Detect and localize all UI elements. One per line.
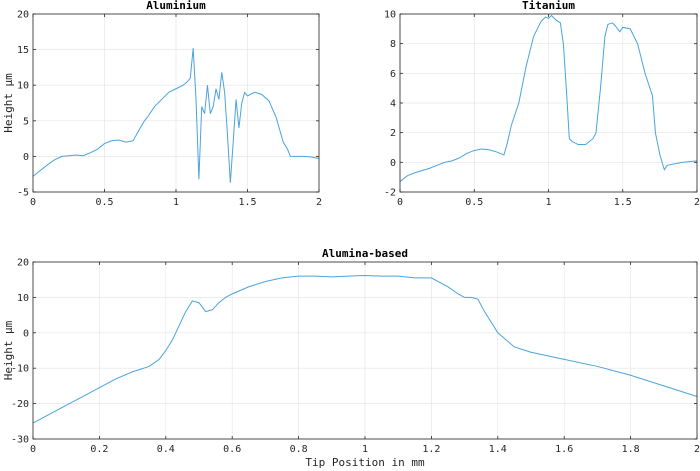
y-tick-label: 0 (390, 158, 396, 169)
chart-title: Titanium (522, 0, 575, 12)
x-tick-label: 0.5 (465, 197, 483, 208)
x-tick-label: 0.4 (157, 444, 175, 455)
x-tick-label: 0.5 (95, 197, 113, 208)
x-tick-label: 0.2 (90, 444, 108, 455)
y-tick-label: -5 (17, 188, 29, 199)
series-line-1 (32, 48, 320, 183)
x-tick-label: 1.8 (622, 444, 640, 455)
y-tick-label: 8 (390, 39, 396, 50)
series-line-1 (32, 274, 698, 424)
y-tick-label: 6 (390, 69, 396, 80)
y-tick-label: -2 (384, 188, 396, 199)
series-line-1 (399, 14, 698, 183)
y-tick-label: 20 (17, 258, 29, 269)
y-tick-label: 0 (23, 152, 29, 163)
y-tick-label: -10 (11, 364, 29, 375)
chart-title: Aluminium (146, 0, 206, 12)
chart-title: Alumina-based (322, 247, 408, 260)
chart-panel-3: 0 0.2 0.4 0.6 0.8 1 1.2 1.4 1.6 1.8 2 -30 -20 -10 0 10 2… (2, 247, 700, 469)
x-tick-label: 1.5 (238, 197, 256, 208)
x-tick-label: 2 (694, 197, 700, 208)
y-tick-label: 0 (23, 328, 29, 339)
y-tick-label: 10 (384, 10, 396, 21)
x-tick-label: 0 (30, 197, 36, 208)
x-tick-label: 1 (173, 197, 179, 208)
y-tick-label: 10 (17, 81, 29, 92)
y-tick-label: 2 (390, 128, 396, 139)
x-tick-label: 0 (397, 197, 403, 208)
y-tick-label: 15 (17, 45, 29, 56)
x-tick-label: 1 (545, 197, 551, 208)
x-axis-label: Tip Position in mm (305, 456, 425, 469)
x-tick-label: 0.6 (223, 444, 241, 455)
y-axis-label: Height μm (2, 73, 15, 133)
y-tick-label: -20 (11, 399, 29, 410)
x-tick-label: 1.4 (489, 444, 507, 455)
x-tick-label: 1.6 (555, 444, 573, 455)
y-axis-label: Height μm (2, 320, 15, 380)
x-tick-label: 0 (30, 444, 36, 455)
x-tick-label: 1 (362, 444, 368, 455)
x-tick-label: 1.2 (422, 444, 440, 455)
y-tick-label: -30 (11, 435, 29, 446)
x-tick-label: 2 (316, 197, 322, 208)
x-tick-label: 1.5 (614, 197, 632, 208)
y-tick-label: 5 (23, 116, 29, 127)
y-tick-label: 4 (390, 99, 396, 110)
x-tick-label: 2 (694, 444, 700, 455)
y-tick-label: 20 (17, 10, 29, 21)
y-tick-label: 10 (17, 293, 29, 304)
x-tick-label: 0.8 (290, 444, 308, 455)
